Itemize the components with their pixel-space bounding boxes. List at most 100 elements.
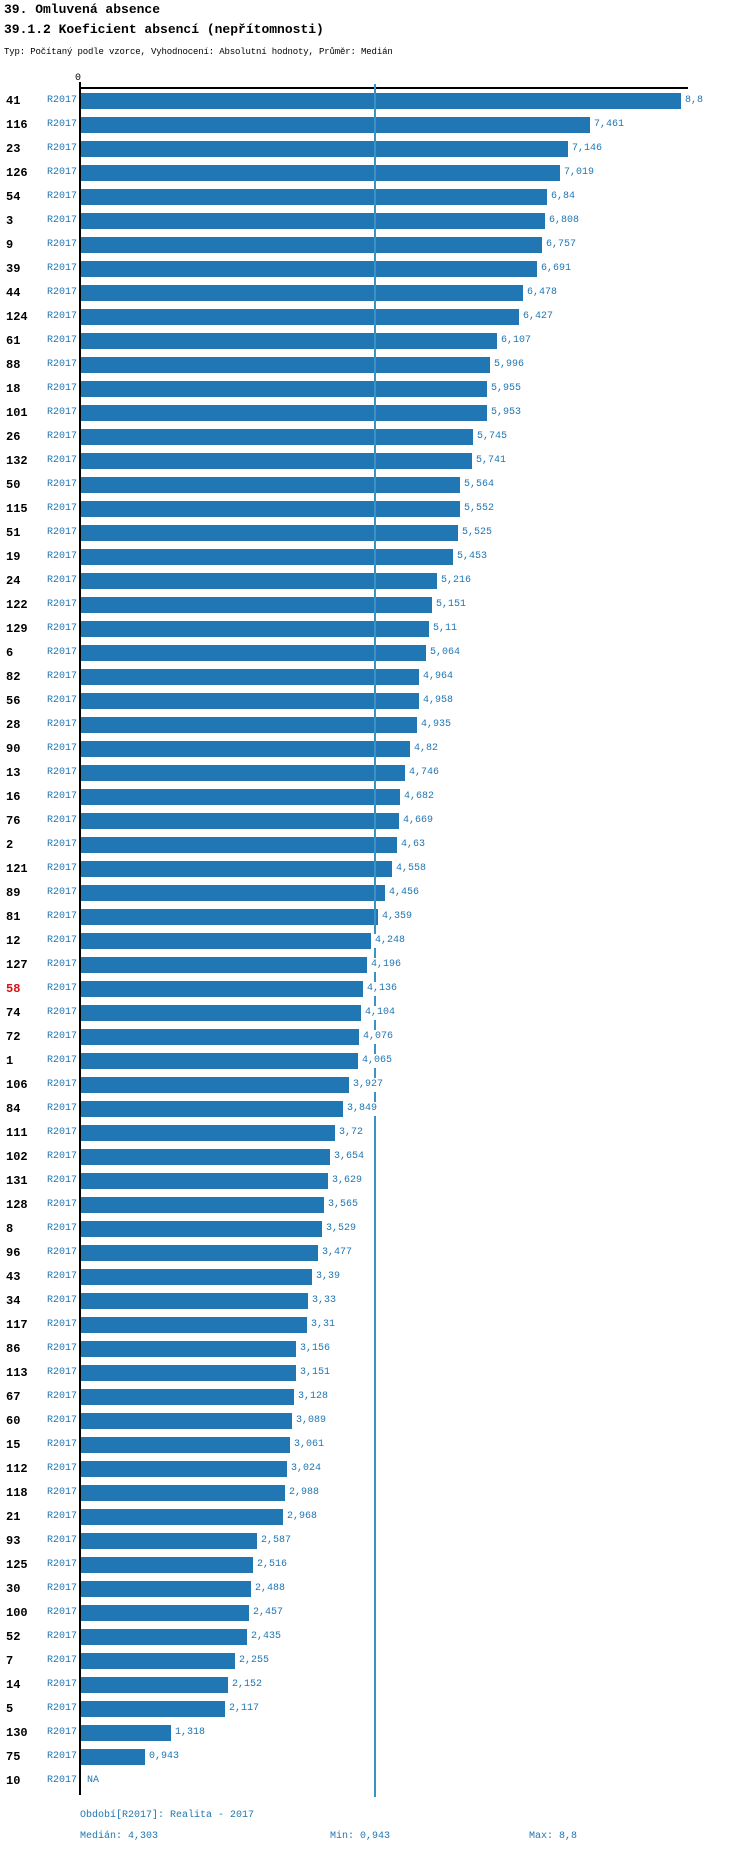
bar-row: 72 R2017 4,076 [0,1025,750,1049]
value-label: 3,477 [319,1246,355,1260]
series-label: R2017 [47,743,78,754]
bar-row: 127 R2017 4,196 [0,953,750,977]
series-label: R2017 [47,503,78,514]
value-bar [81,1509,283,1525]
row-id-label: 127 [6,958,28,972]
row-id-label: 101 [6,406,28,420]
value-label: 3,654 [331,1150,367,1164]
value-label: 8,8 [682,94,706,108]
value-label: 3,089 [293,1414,329,1428]
value-bar [81,1437,290,1453]
x-axis-zero-label: 0 [75,73,82,84]
bar-row: 52 R2017 2,435 [0,1625,750,1649]
series-label: R2017 [47,1103,78,1114]
value-label: 2,255 [236,1654,272,1668]
value-label: 6,478 [524,286,560,300]
bar-row: 130 R2017 1,318 [0,1721,750,1745]
value-label: 4,746 [406,766,442,780]
series-label: R2017 [47,95,78,106]
row-id-label: 15 [6,1438,21,1452]
row-id-label: 124 [6,310,28,324]
value-bar [81,333,497,349]
bar-row: 58 R2017 4,136 [0,977,750,1001]
series-label: R2017 [47,1607,78,1618]
value-bar [81,261,537,277]
value-label: 3,061 [291,1438,327,1452]
value-bar [81,1341,296,1357]
bar-row: 75 R2017 0,943 [0,1745,750,1769]
value-label: 3,72 [336,1126,366,1140]
series-label: R2017 [47,239,78,250]
row-id-label: 130 [6,1726,28,1740]
series-label: R2017 [47,1223,78,1234]
bar-row: 96 R2017 3,477 [0,1241,750,1265]
value-bar [81,1197,324,1213]
row-id-label: 10 [6,1774,21,1788]
series-label: R2017 [47,143,78,154]
row-id-label: 21 [6,1510,21,1524]
row-id-label: 1 [6,1054,14,1068]
series-label: R2017 [47,647,78,658]
row-id-label: 72 [6,1030,21,1044]
bar-row: 12 R2017 4,248 [0,929,750,953]
bar-row: 84 R2017 3,849 [0,1097,750,1121]
value-bar [81,1653,235,1669]
value-label: 5,955 [488,382,524,396]
series-label: R2017 [47,1175,78,1186]
value-label: 5,11 [430,622,460,636]
row-id-label: 93 [6,1534,21,1548]
series-label: R2017 [47,1391,78,1402]
bar-row: 41 R2017 8,8 [0,89,750,113]
value-bar [81,1053,358,1069]
value-label: 4,359 [379,910,415,924]
series-label: R2017 [47,935,78,946]
bar-row: 100 R2017 2,457 [0,1601,750,1625]
value-label: 4,935 [418,718,454,732]
bar-row: 5 R2017 2,117 [0,1697,750,1721]
row-id-label: 67 [6,1390,21,1404]
row-id-label: 82 [6,670,21,684]
series-label: R2017 [47,1559,78,1570]
value-label: 4,669 [400,814,436,828]
value-bar [81,1557,253,1573]
bar-row: 13 R2017 4,746 [0,761,750,785]
series-label: R2017 [47,1631,78,1642]
bar-row: 128 R2017 3,565 [0,1193,750,1217]
value-bar [81,621,429,637]
value-bar [81,1605,249,1621]
value-bar [81,501,460,517]
series-label: R2017 [47,815,78,826]
value-bar [81,1485,285,1501]
bar-row: 93 R2017 2,587 [0,1529,750,1553]
bar-row: 50 R2017 5,564 [0,473,750,497]
value-label: 3,39 [313,1270,343,1284]
series-label: R2017 [47,719,78,730]
row-id-label: 7 [6,1654,14,1668]
bar-row: 89 R2017 4,456 [0,881,750,905]
value-bar [81,213,545,229]
series-label: R2017 [47,911,78,922]
bar-row: 51 R2017 5,525 [0,521,750,545]
bar-row: 9 R2017 6,757 [0,233,750,257]
row-id-label: 50 [6,478,21,492]
value-bar [81,693,419,709]
row-id-label: 125 [6,1558,28,1572]
value-bar [81,717,417,733]
value-bar [81,1005,361,1021]
x-axis-line [79,87,688,89]
value-label: 3,629 [329,1174,365,1188]
row-id-label: 41 [6,94,21,108]
row-id-label: 113 [6,1366,28,1380]
value-label: 4,136 [364,982,400,996]
series-label: R2017 [47,695,78,706]
value-bar [81,1245,318,1261]
series-label: R2017 [47,167,78,178]
value-bar [81,1725,171,1741]
bar-row: 117 R2017 3,31 [0,1313,750,1337]
value-label: 4,958 [420,694,456,708]
series-label: R2017 [47,1127,78,1138]
value-label: 4,104 [362,1006,398,1020]
series-label: R2017 [47,1583,78,1594]
value-label: 1,318 [172,1726,208,1740]
